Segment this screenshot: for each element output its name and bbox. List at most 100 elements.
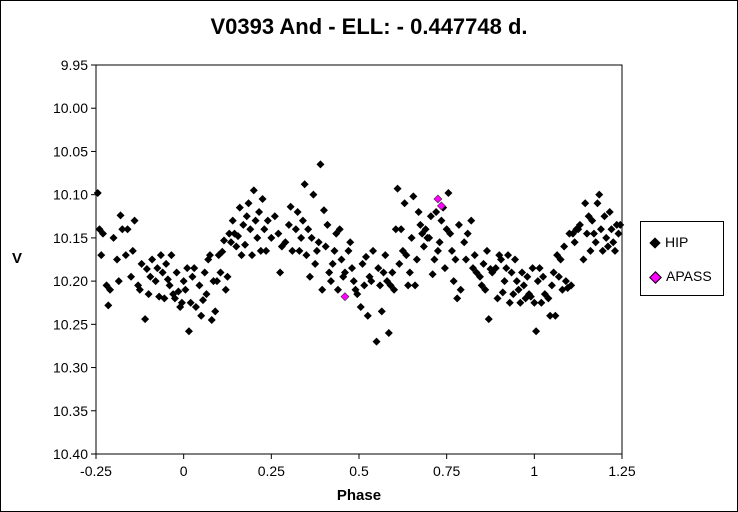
data-point-hip <box>319 206 328 215</box>
data-point-hip <box>234 232 243 241</box>
y-tick-label: 10.25 <box>53 316 88 332</box>
y-tick-label: 9.95 <box>61 57 88 73</box>
data-points <box>93 160 625 346</box>
data-point-hip <box>363 311 372 320</box>
y-tick-label: 10.00 <box>53 100 88 116</box>
data-point-hip <box>493 294 502 303</box>
data-point-hip <box>479 259 488 268</box>
data-point-hip <box>328 259 337 268</box>
data-point-hip <box>104 301 113 310</box>
y-tick-label: 10.10 <box>53 187 88 203</box>
data-point-hip <box>397 225 406 234</box>
data-point-hip <box>300 180 309 189</box>
data-point-hip <box>153 264 162 273</box>
data-point-hip <box>362 252 371 261</box>
data-point-hip <box>244 199 253 208</box>
data-point-hip <box>207 316 216 325</box>
data-point-hip <box>519 281 528 290</box>
x-tick-label: 1.25 <box>608 463 635 479</box>
data-point-hip <box>514 285 523 294</box>
data-point-hip <box>454 220 463 229</box>
data-point-hip <box>421 225 430 234</box>
data-point-hip <box>144 290 153 299</box>
data-point-hip <box>333 285 342 294</box>
data-point-hip <box>475 272 484 281</box>
data-point-hip <box>156 251 165 260</box>
data-point-hip <box>135 285 144 294</box>
x-tick-label: 0.5 <box>349 463 369 479</box>
data-point-hip <box>249 186 258 195</box>
data-point-hip <box>498 288 507 297</box>
data-point-hip <box>323 220 332 229</box>
data-point-hip <box>605 207 614 216</box>
data-point-hip <box>512 277 521 286</box>
data-point-hip <box>607 225 616 234</box>
data-point-hip <box>433 246 442 255</box>
data-point-hip <box>507 268 516 277</box>
data-point-hip <box>461 255 470 264</box>
data-point-hip <box>248 251 257 260</box>
data-point-hip <box>451 255 460 264</box>
data-point-hip <box>446 229 455 238</box>
data-point-hip <box>412 255 421 264</box>
data-point-hip <box>549 268 558 277</box>
data-point-hip <box>225 229 234 238</box>
data-point-hip <box>326 277 335 286</box>
data-point-hip <box>456 285 465 294</box>
data-point-hip <box>109 233 118 242</box>
data-point-hip <box>581 199 590 208</box>
data-point-hip <box>616 220 625 229</box>
data-point-hip <box>539 272 548 281</box>
data-point-hip <box>405 268 414 277</box>
data-point-hip <box>170 294 179 303</box>
data-point-hip <box>470 251 479 260</box>
data-point-hip <box>106 285 115 294</box>
data-point-hip <box>505 298 514 307</box>
data-point-hip <box>130 216 139 225</box>
data-point-hip <box>305 272 314 281</box>
data-point-hip <box>344 246 353 255</box>
data-point-hip <box>384 328 393 337</box>
data-point-hip <box>511 255 520 264</box>
data-point-hip <box>190 264 199 273</box>
data-point-hip <box>307 233 316 242</box>
data-point-hip <box>500 277 509 286</box>
data-point-hip <box>276 268 285 277</box>
data-point-hip <box>235 203 244 212</box>
legend-marker-hip <box>649 237 661 249</box>
data-point-hip <box>274 229 283 238</box>
data-point-hip <box>390 285 399 294</box>
data-point-hip <box>509 290 518 299</box>
data-point-hip <box>298 216 307 225</box>
data-point-hip <box>614 229 623 238</box>
data-point-hip <box>416 220 425 229</box>
data-point-hip <box>318 285 327 294</box>
x-tick-label: 0.25 <box>258 463 285 479</box>
data-point-hip <box>241 240 250 249</box>
legend: HIP APASS <box>640 221 724 296</box>
data-point-hip <box>286 202 295 211</box>
data-point-hip <box>121 251 130 260</box>
data-point-hip <box>113 255 122 264</box>
data-point-hip <box>195 281 204 290</box>
data-point-hip <box>202 290 211 299</box>
data-point-hip <box>393 184 402 193</box>
data-point-hip <box>440 264 449 273</box>
data-point-hip <box>291 225 300 234</box>
data-point-hip <box>288 246 297 255</box>
data-point-hip <box>330 246 339 255</box>
data-point-hip <box>593 199 602 208</box>
data-point-hip <box>437 216 446 225</box>
data-point-hip <box>586 246 595 255</box>
data-point-hip <box>200 268 209 277</box>
data-point-hip <box>582 229 591 238</box>
data-point-hip <box>232 242 241 251</box>
data-point-hip <box>369 246 378 255</box>
data-point-hip <box>219 236 228 245</box>
data-point-hip <box>142 265 151 274</box>
data-point-hip <box>221 285 230 294</box>
data-point-hip <box>560 242 569 251</box>
data-point-hip <box>484 315 493 324</box>
data-point-hip <box>128 246 137 255</box>
data-point-hip <box>302 251 311 260</box>
